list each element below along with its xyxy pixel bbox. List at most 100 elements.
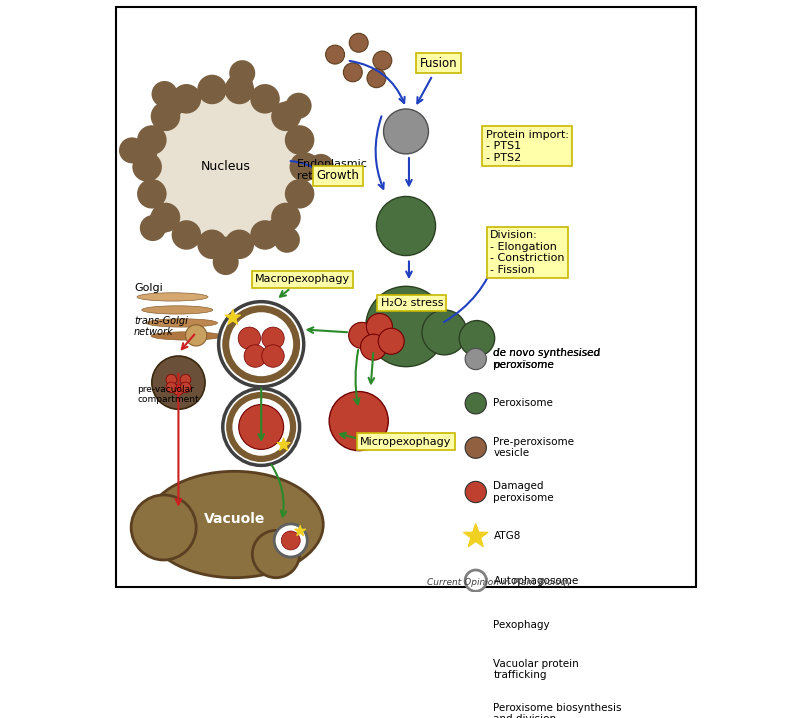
Circle shape — [225, 75, 254, 104]
Circle shape — [180, 374, 191, 385]
Text: Protein import:
- PTS1
- PTS2: Protein import: - PTS1 - PTS2 — [485, 130, 568, 163]
Text: Peroxisome: Peroxisome — [493, 398, 552, 409]
Circle shape — [238, 404, 283, 449]
Text: ATG8: ATG8 — [493, 531, 520, 541]
Circle shape — [465, 348, 486, 370]
Circle shape — [422, 310, 466, 355]
Text: Pre-peroxisome
vesicle: Pre-peroxisome vesicle — [493, 437, 573, 459]
Text: de novo synthesised
peroxisome: de novo synthesised peroxisome — [493, 348, 600, 370]
Circle shape — [165, 374, 177, 385]
Circle shape — [131, 139, 157, 166]
Circle shape — [151, 101, 180, 131]
Circle shape — [222, 388, 299, 465]
Circle shape — [197, 75, 226, 104]
Circle shape — [376, 197, 435, 256]
Circle shape — [171, 84, 201, 113]
Circle shape — [238, 327, 260, 350]
Circle shape — [173, 384, 183, 395]
Polygon shape — [294, 525, 306, 536]
Circle shape — [250, 84, 280, 113]
Circle shape — [273, 227, 299, 253]
Circle shape — [139, 215, 165, 241]
Circle shape — [137, 179, 166, 208]
Text: Autophagosome: Autophagosome — [493, 576, 578, 586]
Text: Micropexophagy: Micropexophagy — [360, 437, 451, 447]
Circle shape — [152, 81, 178, 107]
Circle shape — [307, 154, 333, 180]
Circle shape — [185, 325, 207, 346]
Circle shape — [360, 334, 386, 360]
Circle shape — [229, 395, 293, 459]
Text: pre-vacuolar
compartment: pre-vacuolar compartment — [137, 385, 199, 404]
Circle shape — [151, 202, 180, 232]
Circle shape — [459, 320, 494, 356]
Circle shape — [285, 179, 314, 208]
Circle shape — [225, 309, 296, 380]
Circle shape — [218, 302, 303, 387]
Text: Damaged
peroxisome: Damaged peroxisome — [493, 481, 553, 503]
Circle shape — [372, 51, 392, 70]
Circle shape — [285, 125, 314, 155]
Text: de novo synthesised
peroxisome: de novo synthesised peroxisome — [493, 348, 599, 370]
Circle shape — [171, 220, 201, 250]
Text: Endoplasmic
reticulum: Endoplasmic reticulum — [296, 159, 367, 181]
Circle shape — [244, 345, 266, 368]
Polygon shape — [463, 523, 487, 547]
Circle shape — [250, 220, 280, 250]
Circle shape — [137, 125, 166, 155]
Circle shape — [261, 345, 284, 368]
Text: Macropexophagy: Macropexophagy — [255, 274, 350, 284]
Circle shape — [155, 96, 296, 237]
Text: Current Opinion in Plant Biology: Current Opinion in Plant Biology — [427, 577, 571, 587]
Circle shape — [152, 356, 205, 409]
Circle shape — [366, 286, 445, 367]
Circle shape — [225, 230, 254, 259]
Circle shape — [383, 109, 428, 154]
Ellipse shape — [151, 332, 222, 340]
Circle shape — [132, 152, 161, 182]
Circle shape — [131, 495, 196, 560]
Text: Vacuole: Vacuole — [204, 512, 265, 526]
Text: Growth: Growth — [316, 169, 359, 182]
Circle shape — [366, 314, 392, 340]
Text: Pexophagy: Pexophagy — [493, 620, 549, 630]
Circle shape — [465, 393, 486, 414]
Text: H₂O₂ stress: H₂O₂ stress — [380, 298, 443, 308]
Ellipse shape — [146, 319, 217, 327]
Text: trans-Golgi
network: trans-Golgi network — [134, 316, 187, 337]
Circle shape — [165, 382, 177, 393]
Circle shape — [274, 524, 307, 557]
Circle shape — [328, 391, 388, 451]
Circle shape — [295, 154, 321, 180]
Polygon shape — [277, 437, 290, 450]
Circle shape — [465, 437, 486, 458]
Circle shape — [343, 63, 362, 82]
Circle shape — [465, 481, 486, 503]
Circle shape — [348, 322, 374, 348]
Circle shape — [271, 202, 300, 232]
Circle shape — [197, 230, 226, 259]
Text: Division:
- Elongation
- Constriction
- Fission: Division: - Elongation - Constriction - … — [489, 230, 564, 275]
Circle shape — [159, 90, 185, 116]
Circle shape — [119, 137, 145, 164]
Ellipse shape — [146, 471, 323, 578]
FancyBboxPatch shape — [116, 7, 695, 587]
Circle shape — [212, 249, 238, 275]
Circle shape — [227, 73, 253, 98]
Circle shape — [212, 237, 238, 263]
Circle shape — [325, 45, 344, 64]
Circle shape — [229, 60, 255, 86]
Circle shape — [349, 33, 367, 52]
Circle shape — [271, 101, 300, 131]
Polygon shape — [225, 309, 240, 325]
Circle shape — [261, 327, 284, 350]
Circle shape — [367, 69, 385, 88]
Text: Fusion: Fusion — [419, 57, 457, 70]
Text: Peroxisome biosynthesis
and division: Peroxisome biosynthesis and division — [493, 703, 621, 718]
Circle shape — [276, 101, 302, 126]
Ellipse shape — [142, 306, 212, 314]
Circle shape — [290, 152, 319, 182]
Text: Golgi: Golgi — [134, 283, 163, 293]
Circle shape — [252, 531, 299, 578]
Circle shape — [465, 570, 486, 592]
